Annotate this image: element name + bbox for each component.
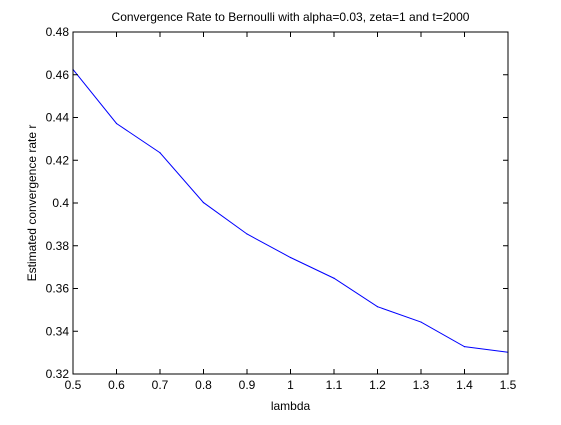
data-point [289, 256, 292, 259]
y-tick-label: 0.38 [46, 239, 70, 253]
x-tick-label: 1.4 [456, 378, 473, 392]
x-tick-label: 1.1 [326, 378, 343, 392]
x-tick-label: 0.9 [239, 378, 256, 392]
chart-title: Convergence Rate to Bernoulli with alpha… [112, 10, 470, 24]
x-tick-label: 1 [287, 378, 294, 392]
y-axis-label: Estimated convergence rate r [25, 125, 39, 282]
data-point [202, 201, 205, 204]
y-tick-label: 0.44 [46, 111, 70, 125]
data-point [333, 277, 335, 279]
data-point [420, 321, 422, 323]
y-tick-label: 0.36 [46, 282, 70, 296]
y-tick-label: 0.48 [46, 25, 70, 39]
y-tick-label: 0.4 [52, 196, 69, 210]
x-tick-label: 1.2 [369, 378, 386, 392]
x-tick-label: 1.5 [500, 378, 517, 392]
x-tick-label: 1.3 [413, 378, 430, 392]
y-tick-label: 0.34 [46, 324, 70, 338]
data-point [246, 233, 248, 235]
y-tick-label: 0.32 [46, 367, 70, 381]
x-tick-label: 0.7 [152, 378, 169, 392]
data-point [376, 306, 379, 308]
x-axis-label: lambda [271, 399, 311, 413]
y-tick-label: 0.42 [46, 153, 70, 167]
x-tick-label: 0.8 [195, 378, 212, 392]
data-point [463, 346, 466, 348]
data-point [159, 152, 161, 154]
plot-area [73, 32, 508, 374]
data-point [115, 122, 118, 125]
y-tick-label: 0.46 [46, 68, 70, 82]
x-tick-label: 0.5 [65, 378, 82, 392]
axes-frame [72, 31, 509, 375]
x-tick-label: 0.6 [108, 378, 125, 392]
